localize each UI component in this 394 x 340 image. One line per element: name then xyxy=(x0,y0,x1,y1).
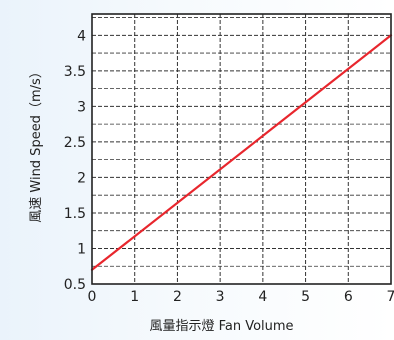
y-tick-label: 1 xyxy=(77,241,86,257)
y-tick-label: 2.5 xyxy=(64,135,86,151)
x-tick-label: 4 xyxy=(258,289,267,305)
series-line xyxy=(90,34,393,271)
y-axis-title: 風速 Wind Speed（m/s） xyxy=(29,65,44,223)
y-tick-label: 4 xyxy=(77,28,86,44)
x-tick-label: 2 xyxy=(173,289,182,305)
grid-lines xyxy=(92,14,391,284)
plot-area xyxy=(92,14,391,284)
y-tick-labels: 0.5 1 1.5 2 2.5 3 3.5 4 xyxy=(64,28,86,293)
x-tick-label: 0 xyxy=(88,289,97,305)
x-axis-title: 風量指示燈 Fan Volume xyxy=(149,319,293,334)
y-tick-label: 2 xyxy=(77,170,86,186)
x-tick-label: 1 xyxy=(130,289,139,305)
y-tick-label: 3 xyxy=(77,99,86,115)
y-tick-label: 3.5 xyxy=(64,64,86,80)
series-layer xyxy=(90,34,393,271)
x-tick-labels: 0 1 2 3 4 5 6 7 xyxy=(88,289,394,305)
x-tick-label: 3 xyxy=(216,289,225,305)
x-tick-label: 5 xyxy=(301,289,310,305)
y-tick-label: 0.5 xyxy=(64,277,86,293)
x-tick-label: 7 xyxy=(387,289,394,305)
x-tick-label: 6 xyxy=(344,289,353,305)
plot-frame xyxy=(91,13,392,285)
y-tick-label: 1.5 xyxy=(64,206,86,222)
